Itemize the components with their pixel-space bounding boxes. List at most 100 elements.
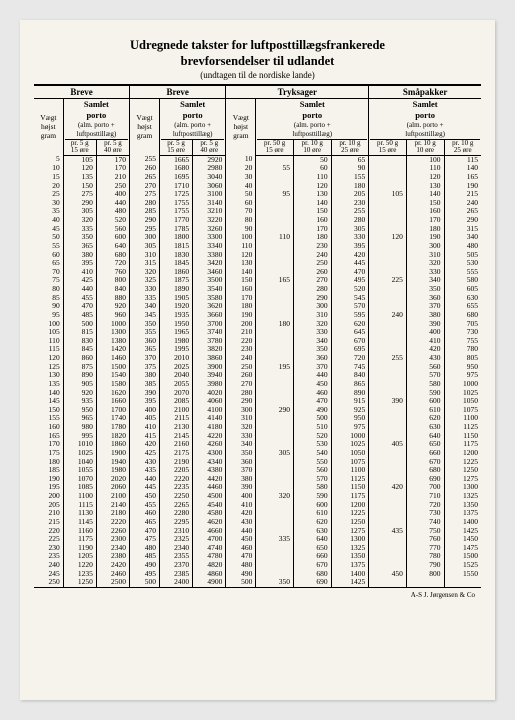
cell [369, 199, 407, 208]
table-row: 151352102651695304030110155120165 [34, 173, 481, 182]
cell [256, 518, 294, 527]
cell [369, 363, 407, 372]
table-row: 110830138036019803780220340670410755 [34, 337, 481, 346]
rate-table-page: Udregnede takster for luftposttillægsfra… [20, 20, 495, 700]
table-row: 1609801780410213041803205109756301125 [34, 423, 481, 432]
cell [369, 552, 407, 561]
cell [256, 302, 294, 311]
table-row: 2251175230047523254700450335640130076014… [34, 535, 481, 544]
page-title-line2: brevforsendelser til udlandet [34, 54, 481, 69]
cell [369, 535, 407, 544]
section-breve2: Breve [130, 86, 226, 99]
table-row: 1509501700400210041003002904909256101075 [34, 406, 481, 415]
rate-5g-15: pr. 5 g15 øre [63, 140, 96, 155]
cell: 420 [369, 483, 407, 492]
table-row: 302904402801755314060140230150240 [34, 199, 481, 208]
section-smapakker: Småpakker [369, 86, 481, 99]
table-row: 2001100210045022504500400320590117571013… [34, 492, 481, 501]
cell: 110 [256, 233, 294, 242]
cell [369, 492, 407, 501]
col-weight-2: Vægt højst gram [130, 99, 160, 155]
cell: 305 [256, 449, 294, 458]
rate-5g-15b: pr. 5 g15 øre [160, 140, 193, 155]
rate-10g-10b: pr. 10 g10 øre [406, 140, 444, 155]
cell [256, 259, 294, 268]
section-tryksager: Tryksager [226, 86, 369, 99]
cell [256, 475, 294, 484]
cell [369, 371, 407, 380]
cell: 4900 [193, 578, 226, 587]
page-title-line1: Udregnede takster for luftposttillægsfra… [34, 38, 481, 53]
cell [256, 432, 294, 441]
table-row: 1359051580385205539802704508655801000 [34, 380, 481, 389]
cell [369, 216, 407, 225]
table-row: 5536564030518153340110230395300480 [34, 242, 481, 251]
cell: 500 [130, 578, 160, 587]
table-row: 2451235246049523854860490680140045080015… [34, 570, 481, 579]
cell: 1425 [331, 578, 369, 587]
cell [369, 251, 407, 260]
cell [256, 552, 294, 561]
table-row: 16599518204152145422033052010006401150 [34, 432, 481, 441]
col-samlet-porto-3: Samlet porto (alm. porto + luftposttillæ… [256, 99, 369, 140]
cell: 450 [369, 570, 407, 579]
table-row: 180104019404302190434036055010756701225 [34, 458, 481, 467]
table-row: 2201160226047023104660440630127543575014… [34, 527, 481, 536]
cell [406, 578, 444, 587]
cell [256, 371, 294, 380]
table-row: 6539572031518453420130250445320530 [34, 259, 481, 268]
cell [369, 578, 407, 587]
cell [369, 164, 407, 173]
table-row: 120860146037020103860240360720255430805 [34, 354, 481, 363]
table-row: 210113021804602280458042061012257301375 [34, 509, 481, 518]
rate-5g-40: pr. 5 g40 øre [96, 140, 129, 155]
cell: 800 [406, 570, 444, 579]
cell [369, 294, 407, 303]
col-samlet-porto-2: Samlet porto (alm. porto + luftposttillæ… [160, 99, 226, 140]
col-samlet-porto-4: Samlet porto (alm. porto + luftposttillæ… [369, 99, 481, 140]
cell: 95 [256, 190, 294, 199]
cell [369, 242, 407, 251]
table-row: 215114522204652295462043062012507401400 [34, 518, 481, 527]
cell [369, 458, 407, 467]
cell [256, 337, 294, 346]
cell [256, 389, 294, 398]
cell: 2400 [160, 578, 193, 587]
cell [369, 466, 407, 475]
section-breve: Breve [34, 86, 130, 99]
page-subtitle: (undtagen til de nordiske lande) [34, 70, 481, 80]
cell: 225 [369, 276, 407, 285]
table-row: 201502502701710306040120180130190 [34, 182, 481, 191]
cell [369, 155, 407, 164]
table-row: 1459351660395208540602904709153906001050 [34, 397, 481, 406]
cell [256, 509, 294, 518]
cell [256, 345, 294, 354]
cell [256, 544, 294, 553]
table-row: 353054802851755321070150255160265 [34, 207, 481, 216]
table-row: 101201702601680298020556090110140 [34, 164, 481, 173]
cell [369, 285, 407, 294]
cell: 1550 [444, 570, 481, 579]
rate-10g-25: pr. 10 g25 øre [331, 140, 369, 155]
table-row: 185105519804352205438037056011006801250 [34, 466, 481, 475]
table-row: 205111521404552265454041060012007201350 [34, 501, 481, 510]
table-row: 6038068031018303380120240420310505 [34, 251, 481, 260]
cell [369, 328, 407, 337]
table-row: 1951085206044522354460390580115042070013… [34, 483, 481, 492]
cell: 120 [369, 233, 407, 242]
cell: 435 [369, 527, 407, 536]
rate-5g-40b: pr. 5 g40 øre [193, 140, 226, 155]
table-row: 5035060030018003300100110180330120190340 [34, 233, 481, 242]
table-row: 9548596034519353660190310595240380680 [34, 311, 481, 320]
table-row: 115845142036519953820230350695420780 [34, 345, 481, 354]
cell [256, 380, 294, 389]
cell [256, 207, 294, 216]
cell [256, 466, 294, 475]
cell: 250 [34, 578, 63, 587]
table-row: 453355602951785326090170305180315 [34, 225, 481, 234]
rate-50g-15b: pr. 50 g15 øre [369, 140, 407, 155]
cell: 690 [293, 578, 331, 587]
cell: 255 [369, 354, 407, 363]
table-row: 8044084033018903540160280520350605 [34, 285, 481, 294]
cell: 320 [256, 492, 294, 501]
